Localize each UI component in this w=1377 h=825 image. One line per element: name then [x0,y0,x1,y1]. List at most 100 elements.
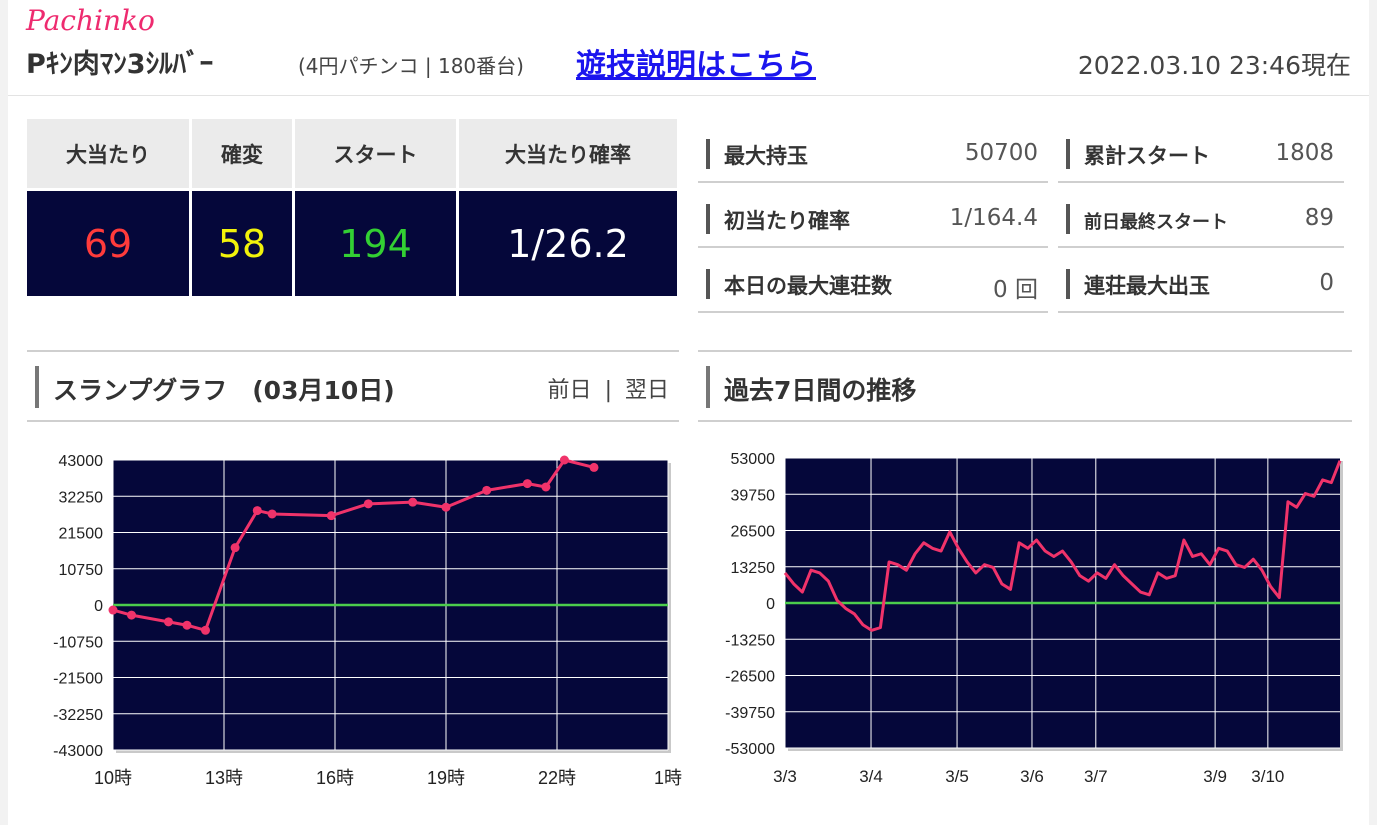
y-tick-label: 10750 [59,562,104,579]
y-tick-label: 53000 [731,451,776,468]
info-bar [706,139,710,169]
timestamp: 2022.03.10 23:46現在 [1077,51,1351,80]
prev-day-link[interactable]: 前日 [547,378,592,403]
data-point [441,502,451,512]
info-value: 0 [1319,270,1334,296]
section-bar [706,366,710,408]
info-value: 0 回 [993,277,1038,303]
y-tick-label: -13250 [725,632,775,649]
y-tick-label: -53000 [725,741,775,758]
info-max-chain: 本日の最大連荘数 0 回 [698,249,1048,313]
slump-graph-header: スランプグラフ (03月10日) 前日 | 翌日 [27,350,679,422]
stats-value-kakuhen: 58 [192,191,292,296]
data-point [230,543,240,553]
data-point [127,610,136,620]
info-label: 累計スタート [1084,144,1210,168]
x-tick-label: 3/7 [1084,767,1108,786]
x-tick-label: 3/5 [945,767,969,786]
section-bar [35,366,39,408]
info-value: 89 [1304,205,1334,231]
x-tick-label: 16時 [316,768,354,788]
machine-type: (4円パチンコ | 180番台) [298,54,524,78]
stats-header-kakuhen: 確変 [192,119,292,191]
explanation-link[interactable]: 遊技説明はこちら [576,48,816,83]
info-value: 1/164.4 [949,205,1038,231]
stats-value-probability: 1/26.2 [459,191,677,296]
data-point [326,511,336,521]
data-point [559,455,569,465]
data-point [201,625,210,635]
info-total-start: 累計スタート 1808 [1058,119,1344,183]
weekly-graph-title: 過去7日間の推移 [724,376,917,405]
info-chain-max-balls: 連荘最大出玉 0 [1058,249,1344,313]
stats-value-row: 69 58 194 1/26.2 [27,191,677,296]
y-tick-label: -26500 [725,669,775,686]
day-nav: 前日 | 翌日 [548,372,669,404]
y-tick-label: 21500 [59,526,104,543]
x-tick-label: 1時 [654,768,682,788]
info-label: 最大持玉 [724,144,808,168]
x-tick-label: 3/9 [1203,767,1227,786]
info-label: 前日最終スタート [1084,212,1228,233]
info-label: 連荘最大出玉 [1084,274,1210,298]
y-tick-label: -43000 [53,743,103,760]
data-point [108,605,118,615]
next-day-link[interactable]: 翌日 [624,378,669,403]
data-point [363,499,373,509]
machine-name: Pｷﾝ肉ﾏﾝ3ｼﾙﾊﾞｰ [26,49,214,80]
data-point [267,509,277,519]
x-tick-label: 3/4 [859,767,883,786]
data-point [522,479,532,489]
data-point [482,485,492,495]
info-bar [706,204,710,234]
x-tick-label: 13時 [205,768,243,788]
data-point [589,462,599,472]
y-tick-label: 0 [766,596,775,613]
info-label: 初当たり確率 [724,209,850,233]
stats-header-probability: 大当たり確率 [459,119,677,191]
stats-value-start: 194 [295,191,456,296]
info-prev-start: 前日最終スタート 89 [1058,184,1344,248]
data-point [408,497,418,507]
stats-header-row: 大当たり 確変 スタート 大当たり確率 [27,119,677,191]
stats-table: 大当たり 確変 スタート 大当たり確率 69 58 194 1/26.2 [24,119,680,296]
stats-value-big-hit: 69 [27,191,189,296]
info-max-balls: 最大持玉 50700 [698,119,1048,183]
y-tick-label: 26500 [731,524,776,541]
y-tick-label: 43000 [59,453,104,470]
y-tick-label: 13250 [731,560,776,577]
y-tick-label: 0 [94,598,103,615]
brand-logo: Pachinko [26,4,155,37]
page-header: Pachinko Pｷﾝ肉ﾏﾝ3ｼﾙﾊﾞｰ (4円パチンコ | 180番台) 遊… [8,0,1369,96]
data-point [182,620,192,630]
data-point [252,506,262,516]
info-bar [1066,204,1070,234]
info-value: 50700 [964,140,1038,166]
info-bar [706,269,710,299]
y-tick-label: -21500 [53,671,103,688]
x-tick-label: 3/6 [1020,767,1044,786]
y-tick-label: -39750 [725,705,775,722]
data-point [164,617,173,627]
info-value: 1808 [1275,140,1334,166]
info-first-hit: 初当たり確率 1/164.4 [698,184,1048,248]
x-tick-label: 10時 [94,768,132,788]
info-label: 本日の最大連荘数 [724,274,892,298]
x-tick-label: 3/10 [1251,767,1284,786]
data-point [541,482,551,492]
y-tick-label: 32250 [59,489,104,506]
slump-graph-title: スランプグラフ (03月10日) [53,376,395,405]
slump-graph: 10時 13時 16時 19時 22時 1時 43000 32250 21500 10750 0 -1… [53,453,682,788]
y-tick-label: -10750 [53,634,103,651]
x-tick-label: 19時 [427,768,465,788]
stats-header-start: スタート [295,119,456,191]
nav-separator: | [604,378,612,403]
info-bar [1066,269,1070,299]
series-line [783,460,1342,632]
weekly-graph-header: 過去7日間の推移 [698,350,1352,422]
y-tick-label: 39750 [731,487,776,504]
info-bar [1066,139,1070,169]
page: Pachinko Pｷﾝ肉ﾏﾝ3ｼﾙﾊﾞｰ (4円パチンコ | 180番台) 遊… [8,0,1369,825]
stats-header-big-hit: 大当たり [27,119,189,191]
y-tick-label: -32250 [53,707,103,724]
